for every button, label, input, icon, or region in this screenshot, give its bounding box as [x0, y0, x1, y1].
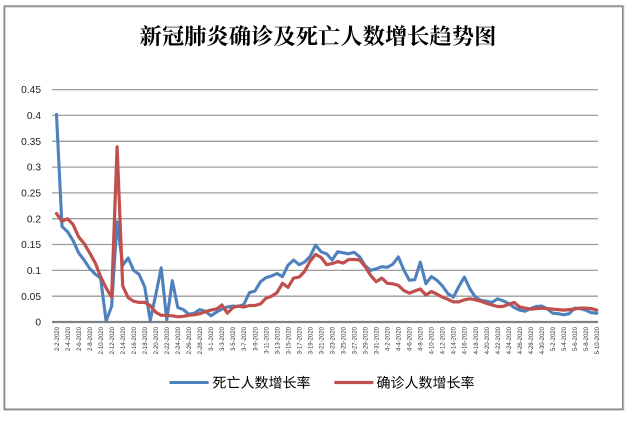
svg-text:3-17-2020: 3-17-2020	[297, 326, 303, 354]
svg-text:0.4: 0.4	[27, 111, 41, 122]
svg-text:2-26-2020: 2-26-2020	[187, 326, 193, 354]
svg-text:3-15-2020: 3-15-2020	[286, 326, 292, 354]
svg-text:3-23-2020: 3-23-2020	[330, 326, 336, 354]
svg-text:0.35: 0.35	[21, 137, 41, 148]
svg-text:4-8-2020: 4-8-2020	[419, 326, 425, 351]
svg-text:3-19-2020: 3-19-2020	[308, 326, 314, 354]
svg-text:2-8-2020: 2-8-2020	[88, 326, 94, 351]
svg-text:4-16-2020: 4-16-2020	[463, 326, 469, 354]
svg-text:2-2-2020: 2-2-2020	[55, 326, 61, 351]
svg-text:4-28-2020: 4-28-2020	[529, 326, 535, 354]
svg-text:5-6-2020: 5-6-2020	[573, 326, 579, 351]
svg-text:3-7-2020: 3-7-2020	[242, 326, 248, 351]
svg-text:4-20-2020: 4-20-2020	[485, 326, 491, 354]
svg-text:0.15: 0.15	[21, 240, 41, 251]
svg-text:5-4-2020: 5-4-2020	[562, 326, 568, 351]
svg-text:0: 0	[35, 318, 41, 329]
svg-text:2-20-2020: 2-20-2020	[154, 326, 160, 354]
svg-text:4-6-2020: 4-6-2020	[408, 326, 414, 351]
svg-text:0.45: 0.45	[21, 85, 41, 96]
svg-text:4-2-2020: 4-2-2020	[386, 326, 392, 351]
svg-text:5-2-2020: 5-2-2020	[551, 326, 557, 351]
svg-text:2-4-2020: 2-4-2020	[66, 326, 72, 351]
svg-text:3-13-2020: 3-13-2020	[275, 326, 281, 354]
svg-text:3-5-2020: 3-5-2020	[231, 326, 237, 351]
svg-text:4-4-2020: 4-4-2020	[397, 326, 403, 351]
svg-text:0.2: 0.2	[27, 214, 41, 225]
svg-text:2-16-2020: 2-16-2020	[132, 326, 138, 354]
svg-text:0.3: 0.3	[27, 163, 41, 174]
svg-text:3-27-2020: 3-27-2020	[353, 326, 359, 354]
svg-text:5-8-2020: 5-8-2020	[584, 326, 590, 351]
svg-text:4-26-2020: 4-26-2020	[518, 326, 524, 354]
svg-text:3-25-2020: 3-25-2020	[342, 326, 348, 354]
svg-text:3-31-2020: 3-31-2020	[375, 326, 381, 354]
svg-text:2-10-2020: 2-10-2020	[99, 326, 105, 354]
svg-text:0.1: 0.1	[27, 266, 41, 277]
svg-text:3-9-2020: 3-9-2020	[253, 326, 259, 351]
svg-text:4-18-2020: 4-18-2020	[474, 326, 480, 354]
svg-text:2-28-2020: 2-28-2020	[198, 326, 204, 354]
svg-text:2-24-2020: 2-24-2020	[176, 326, 182, 354]
svg-text:4-10-2020: 4-10-2020	[430, 326, 436, 354]
svg-text:2-12-2020: 2-12-2020	[110, 326, 116, 354]
svg-text:3-21-2020: 3-21-2020	[319, 326, 325, 354]
svg-text:3-1-2020: 3-1-2020	[209, 326, 215, 351]
svg-text:4-30-2020: 4-30-2020	[540, 326, 546, 354]
svg-text:2-22-2020: 2-22-2020	[165, 326, 171, 354]
svg-text:3-29-2020: 3-29-2020	[364, 326, 370, 354]
svg-text:0.25: 0.25	[21, 189, 41, 200]
svg-text:3-3-2020: 3-3-2020	[220, 326, 226, 351]
svg-text:4-22-2020: 4-22-2020	[496, 326, 502, 354]
svg-text:2-6-2020: 2-6-2020	[77, 326, 83, 351]
svg-text:4-14-2020: 4-14-2020	[452, 326, 458, 354]
svg-text:0.05: 0.05	[21, 292, 41, 303]
svg-text:5-10-2020: 5-10-2020	[595, 326, 601, 354]
svg-text:4-12-2020: 4-12-2020	[441, 326, 447, 354]
svg-text:2-18-2020: 2-18-2020	[143, 326, 149, 354]
svg-text:4-24-2020: 4-24-2020	[507, 326, 513, 354]
svg-text:2-14-2020: 2-14-2020	[121, 326, 127, 354]
svg-text:3-11-2020: 3-11-2020	[264, 326, 270, 354]
